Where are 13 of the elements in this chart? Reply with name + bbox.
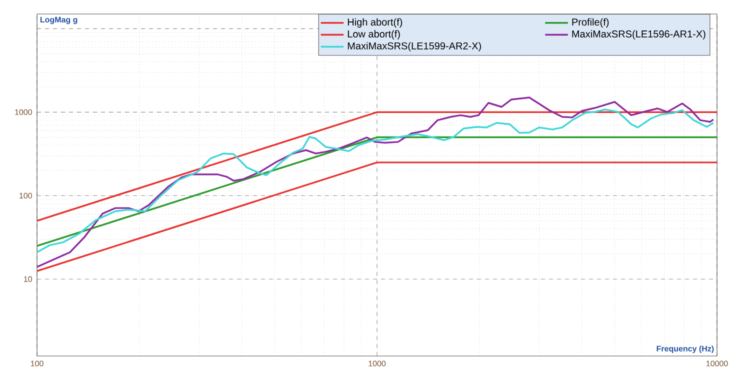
y-tick-label: 10 [24, 276, 32, 282]
x-tick-label: 1000 [368, 360, 386, 366]
legend-label: Low abort(f) [348, 30, 400, 40]
legend-label: High abort(f) [348, 18, 402, 28]
legend-label: MaxiMaxSRS(LE1596-AR1-X) [572, 30, 706, 40]
x-tick-label: 100 [30, 360, 44, 366]
x-axis-title: Frequency (Hz) [656, 346, 714, 354]
y-tick-label: 100 [20, 192, 32, 198]
y-tick-label: 1000 [15, 109, 32, 116]
legend-label: MaxiMaxSRS(LE1599-AR2-X) [348, 42, 481, 52]
x-tick-label: 10000 [706, 360, 728, 366]
legend-label: Profile(f) [572, 18, 609, 28]
y-axis-title: LogMag g [40, 16, 78, 24]
